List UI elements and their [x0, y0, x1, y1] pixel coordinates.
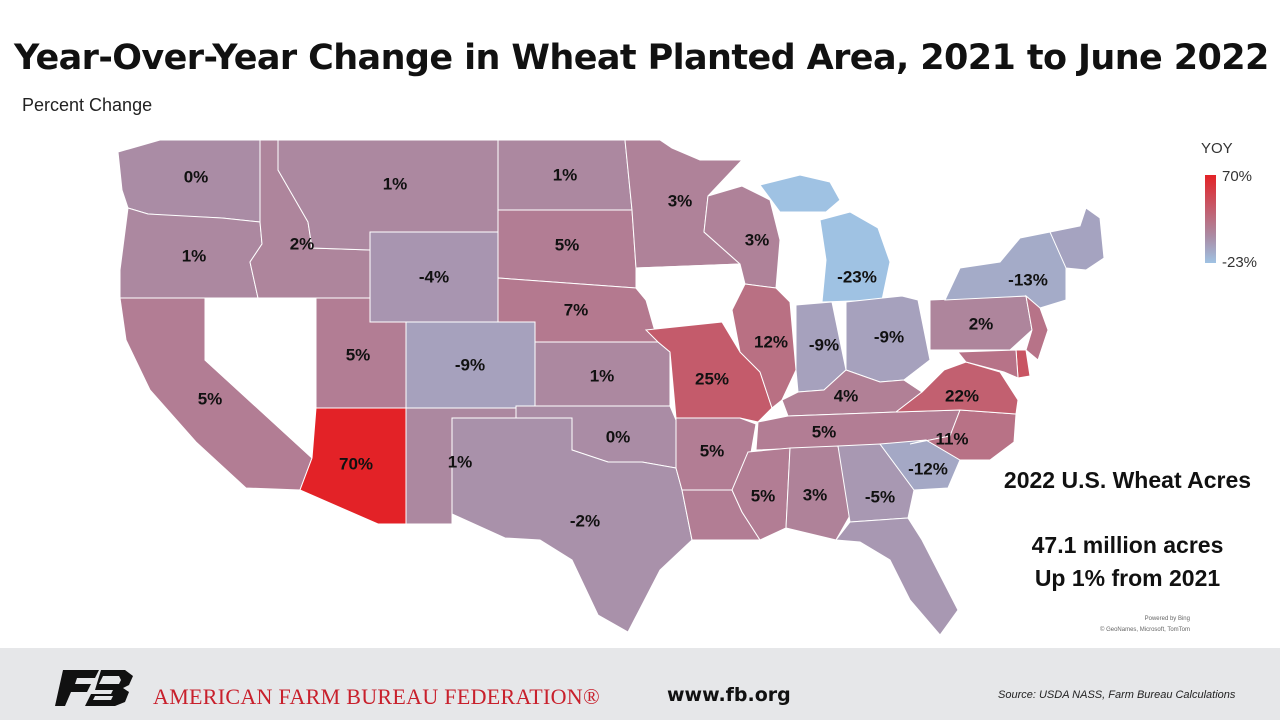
state-nj: [1025, 294, 1049, 361]
state-label-tx: -2%: [570, 511, 600, 530]
state-label-ok: 0%: [606, 427, 631, 446]
state-label-ga: -5%: [865, 487, 895, 506]
summary-title: 2022 U.S. Wheat Acres: [1003, 467, 1252, 493]
legend-max-label: 70%: [1222, 168, 1253, 185]
state-nc: [909, 409, 1017, 461]
state-label-oh: -9%: [874, 327, 904, 346]
state-label-sc: -12%: [908, 459, 948, 478]
state-ia: [635, 263, 746, 331]
state-label-or: 1%: [182, 246, 207, 265]
state-label-ms: 5%: [751, 486, 776, 505]
state-ne_states: [1049, 207, 1105, 271]
website-link[interactable]: www.fb.org: [667, 684, 791, 706]
state-sc: [879, 439, 961, 491]
map-title: Year-Over-Year Change in Wheat Planted A…: [14, 38, 1269, 78]
state-label-pa: 2%: [969, 314, 994, 333]
state-label-id: 2%: [290, 234, 315, 253]
map-credit-sources: © GeoNames, Microsoft, TomTom: [1100, 627, 1190, 633]
state-label-ca: 5%: [198, 389, 223, 408]
state-al: [785, 445, 853, 541]
state-label-sd: 5%: [555, 235, 580, 254]
legend-title: YOY: [1201, 140, 1233, 157]
state-label-ky: 4%: [834, 386, 859, 405]
state-label-al: 3%: [803, 485, 828, 504]
map-credit-powered: Powered by Bing: [1144, 616, 1190, 622]
state-fl: [835, 517, 959, 636]
state-label-wy: -4%: [419, 267, 449, 286]
org-name: AMERICAN FARM BUREAU FEDERATION®: [153, 684, 600, 709]
state-label-mn: 3%: [668, 191, 693, 210]
source-note: Source: USDA NASS, Farm Bureau Calculati…: [998, 689, 1236, 701]
state-label-ks: 1%: [590, 366, 615, 385]
state-label-co: -9%: [455, 355, 485, 374]
state-label-wi: 3%: [745, 230, 770, 249]
summary-acres: 47.1 million acres: [1031, 532, 1224, 558]
state-label-nm: 1%: [448, 452, 473, 471]
state-label-mi: -23%: [837, 267, 877, 286]
state-label-va: 22%: [945, 386, 979, 405]
state-label-il: 12%: [754, 332, 788, 351]
fb-logo-icon: [55, 670, 133, 706]
state-ny: [944, 231, 1067, 309]
state-ks: [534, 341, 671, 407]
legend-color-scale: [1205, 175, 1216, 263]
state-label-nc: 11%: [935, 429, 968, 448]
state-label-ne: 7%: [564, 300, 589, 319]
state-label-ar: 5%: [700, 441, 725, 460]
state-label-az: 70%: [339, 454, 373, 473]
state-label-ut: 5%: [346, 345, 371, 364]
state-label-wa: 0%: [184, 167, 209, 186]
legend-min-label: -23%: [1222, 254, 1258, 271]
map-subtitle: Percent Change: [22, 95, 153, 115]
state-label-mo: 25%: [695, 369, 729, 388]
state-md: [956, 349, 1019, 379]
state-label-nd: 1%: [553, 165, 578, 184]
state-label-ny: -13%: [1008, 270, 1048, 289]
state-label-tn: 5%: [812, 422, 837, 441]
state-label-mt: 1%: [383, 174, 408, 193]
summary-change: Up 1% from 2021: [1034, 565, 1221, 591]
state-wi: [703, 185, 781, 289]
us-choropleth-map: 0% 1% 2% 1% -4% 5% 5% 70% -9% 1% 1% 5% 7% 1% 0% -2% 3% 25…: [117, 139, 1105, 636]
state-label-in: -9%: [809, 335, 839, 354]
footer-bar: [0, 648, 1280, 720]
state-il: [731, 283, 797, 409]
state-mi: [759, 174, 891, 303]
state-ga: [837, 443, 915, 523]
map-svg: 0% 1% 2% 1% -4% 5% 5% 70% -9% 1% 1% 5% 7% 1% 0% -2% 3% 25…: [117, 139, 1105, 636]
